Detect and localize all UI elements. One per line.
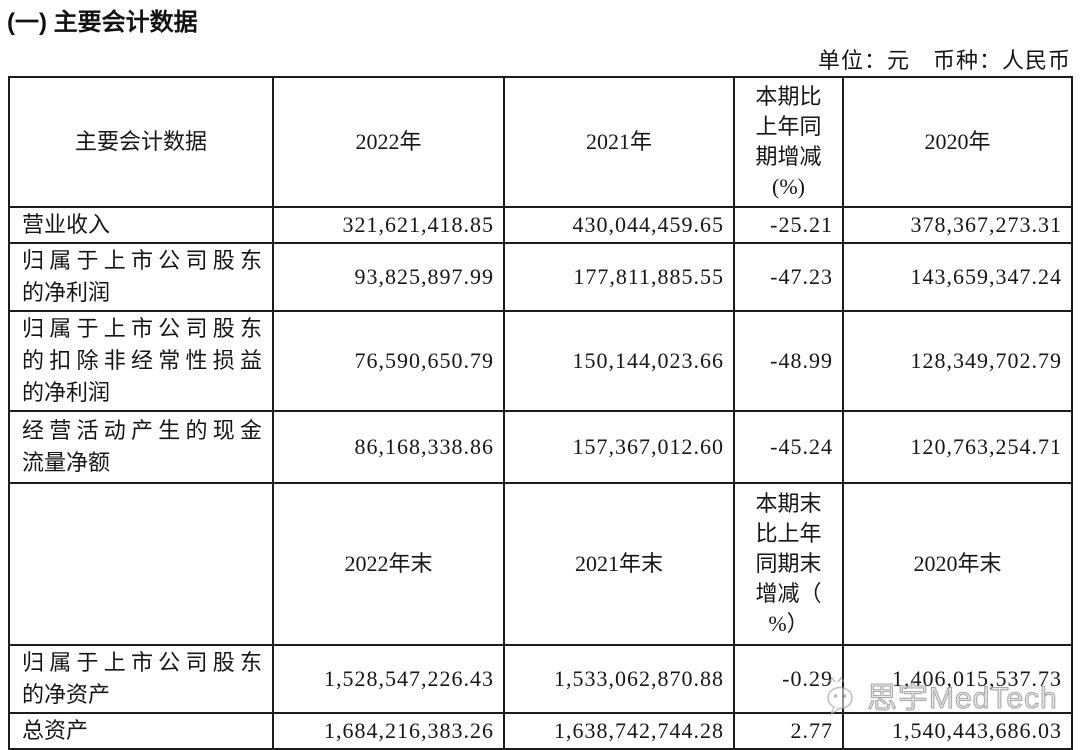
col-header-2020: 2020年 [842, 76, 1073, 208]
point-rows-section: 归属于上市公司股东 的净资产 1,528,547,226.43 1,533,062,8… [8, 644, 1073, 750]
period-header-row: 主要会计数据 2022年 2021年 本期比 上年同 期增减 (%) 2020年 [8, 76, 1073, 208]
value-cell: -48.99 [733, 310, 844, 412]
value-cell: 177,811,885.55 [503, 242, 735, 312]
row-label-line: 的净利润 [22, 280, 111, 305]
table-row: 营业收入 321,621,418.85 430,044,459.65 -25.21 37… [8, 206, 1073, 244]
row-label-line: 的扣除非经常性损益 [22, 348, 262, 373]
metric-column-header-blank [8, 482, 274, 646]
point-header-section: 2022年末 2021年末 本期末 比上年 同期末 增减（ %） 2020年末 [8, 482, 1073, 646]
value-cell: -47.23 [733, 242, 844, 312]
table-row: 归属于上市公司股东 的净资产 1,528,547,226.43 1,533,062,8… [8, 644, 1073, 714]
row-label-line: 归属于上市公司股东 [22, 316, 262, 341]
col-header-2021-end: 2021年末 [503, 482, 735, 646]
value-cell: 2.77 [733, 712, 844, 750]
table-row: 归属于上市公司股东 的扣除非经常性损益 的净利润 76,590,650.79 150,1… [8, 310, 1073, 412]
point-header-row: 2022年末 2021年末 本期末 比上年 同期末 增减（ %） 2020年末 [8, 482, 1073, 646]
value-cell: 1,533,062,870.88 [503, 644, 735, 714]
accounting-data-table: 主要会计数据 2022年 2021年 本期比 上年同 期增减 (%) 2020年… [8, 76, 1073, 750]
col-header-period-change: 本期比 上年同 期增减 (%) [733, 76, 844, 208]
section-title: (一) 主要会计数据 [7, 9, 198, 36]
row-label-line: 归属于上市公司股东 [22, 650, 262, 675]
table-row: 总资产 1,684,216,383.26 1,638,742,744.28 2.77 1… [8, 712, 1073, 750]
row-label-line: 的净利润 [22, 380, 111, 405]
row-label-line: 总资产 [22, 718, 89, 743]
row-label-line: 经营活动产生的现金 [22, 418, 262, 443]
row-label-line: 的净资产 [22, 682, 111, 707]
value-cell: 150,144,023.66 [503, 310, 735, 412]
value-cell: 120,763,254.71 [842, 410, 1073, 484]
value-cell: 378,367,273.31 [842, 206, 1073, 244]
value-cell: -0.29 [733, 644, 844, 714]
row-label-line: 归属于上市公司股东 [22, 248, 262, 273]
value-cell: 321,621,418.85 [272, 206, 505, 244]
value-cell: -25.21 [733, 206, 844, 244]
value-cell: 1,638,742,744.28 [503, 712, 735, 750]
period-rows-section: 营业收入 321,621,418.85 430,044,459.65 -25.21 37… [8, 206, 1073, 484]
value-cell: 1,540,443,686.03 [842, 712, 1073, 750]
row-label: 经营活动产生的现金 流量净额 [8, 410, 274, 484]
col-header-point-change: 本期末 比上年 同期末 增减（ %） [733, 482, 844, 646]
period-header-section: 主要会计数据 2022年 2021年 本期比 上年同 期增减 (%) 2020年 [8, 76, 1073, 208]
col-header-2020-end: 2020年末 [842, 482, 1073, 646]
metric-column-header: 主要会计数据 [8, 76, 274, 208]
row-label: 归属于上市公司股东 的扣除非经常性损益 的净利润 [8, 310, 274, 412]
value-cell: 86,168,338.86 [272, 410, 505, 484]
row-label: 归属于上市公司股东 的净利润 [8, 242, 274, 312]
row-label: 总资产 [8, 712, 274, 750]
row-label: 归属于上市公司股东 的净资产 [8, 644, 274, 714]
value-cell: -45.24 [733, 410, 844, 484]
value-cell: 76,590,650.79 [272, 310, 505, 412]
value-cell: 430,044,459.65 [503, 206, 735, 244]
value-cell: 1,406,015,537.73 [842, 644, 1073, 714]
table-row: 归属于上市公司股东 的净利润 93,825,897.99 177,811,885.55… [8, 242, 1073, 312]
value-cell: 128,349,702.79 [842, 310, 1073, 412]
value-cell: 93,825,897.99 [272, 242, 505, 312]
value-cell: 143,659,347.24 [842, 242, 1073, 312]
row-label-line: 营业收入 [22, 212, 111, 237]
col-header-2022-end: 2022年末 [272, 482, 505, 646]
col-header-2021: 2021年 [503, 76, 735, 208]
unit-currency-note: 单位：元 币种：人民币 [817, 48, 1071, 73]
value-cell: 157,367,012.60 [503, 410, 735, 484]
row-label-line: 流量净额 [22, 450, 111, 475]
col-header-2022: 2022年 [272, 76, 505, 208]
table-row: 经营活动产生的现金 流量净额 86,168,338.86 157,367,012.60… [8, 410, 1073, 484]
value-cell: 1,684,216,383.26 [272, 712, 505, 750]
value-cell: 1,528,547,226.43 [272, 644, 505, 714]
row-label: 营业收入 [8, 206, 274, 244]
